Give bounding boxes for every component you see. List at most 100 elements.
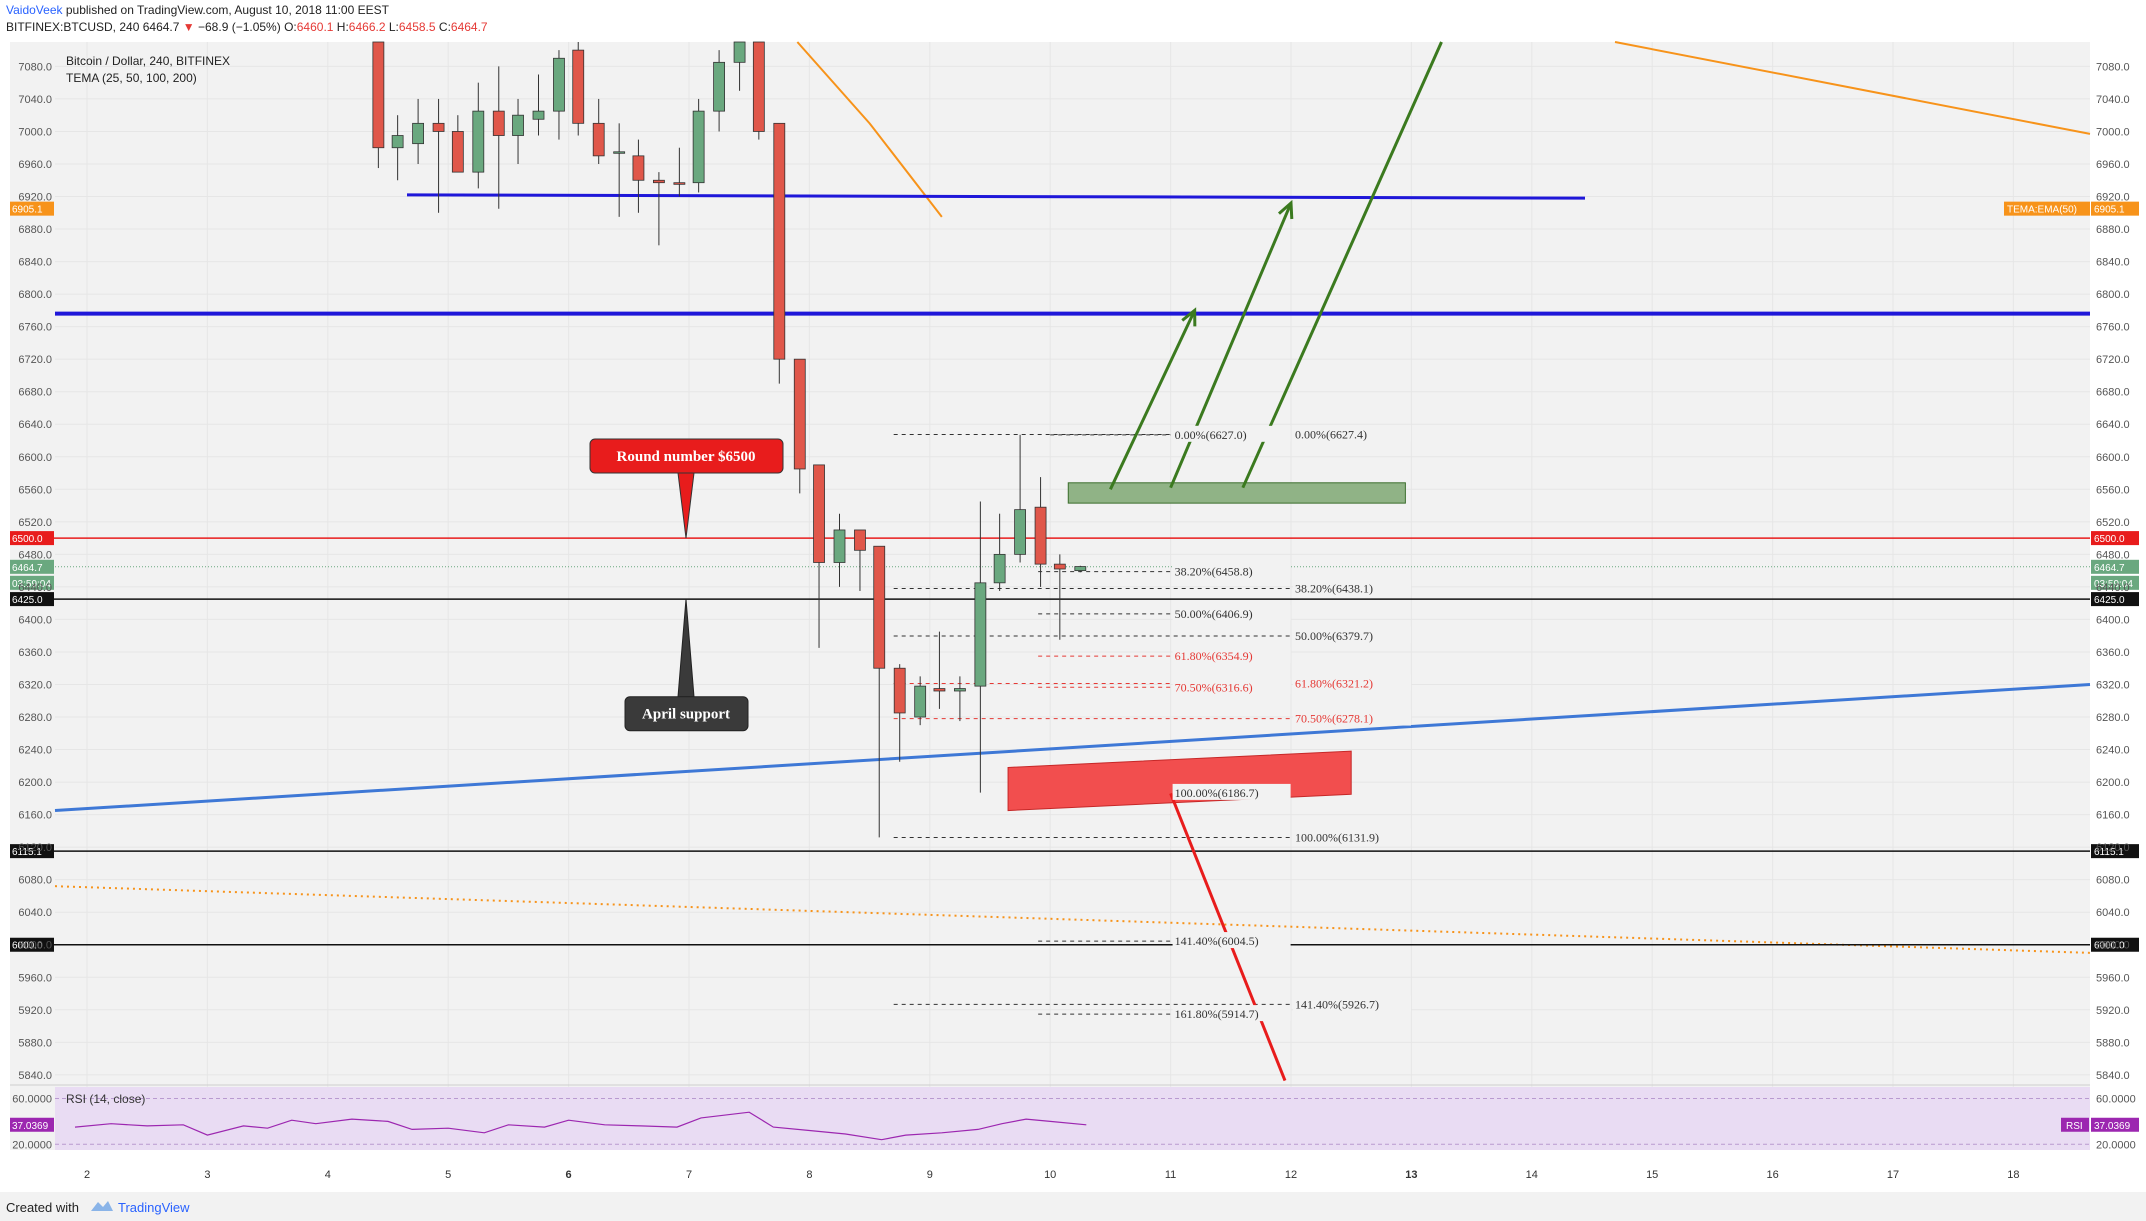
y-tick-left: 6920.0 xyxy=(18,192,52,204)
y-tick-right: 6760.0 xyxy=(2096,322,2130,334)
y-tick-left: 6080.0 xyxy=(18,875,52,887)
level-tag-right-text: 6500.0 xyxy=(2094,534,2125,545)
fib-label-bg xyxy=(1293,709,1411,726)
x-tick: 3 xyxy=(204,1169,210,1181)
y-tick-right: 6120.0 xyxy=(2096,842,2130,854)
candle-body xyxy=(993,553,1006,584)
y-tick-right: 6520.0 xyxy=(2096,517,2130,529)
author-link[interactable]: VaidoVeek xyxy=(6,3,63,17)
fib-label-bg xyxy=(1293,626,1411,643)
fib-label: 70.50%(6278.1) xyxy=(1295,712,1373,726)
candle-body xyxy=(974,582,987,687)
fib-label-bg xyxy=(1293,425,1411,442)
y-tick-right: 5840.0 xyxy=(2096,1070,2130,1082)
y-tick-right: 6920.0 xyxy=(2096,192,2130,204)
level-tag-left-text: 6464.7 xyxy=(12,563,43,574)
y-tick-right: 6040.0 xyxy=(2096,907,2130,919)
y-tick-right: 6080.0 xyxy=(2096,875,2130,887)
fib-label-bg xyxy=(1293,995,1411,1012)
y-tick-left: 6440.0 xyxy=(18,582,52,594)
y-tick-left: 5880.0 xyxy=(18,1037,52,1049)
level-tag-right xyxy=(2091,844,2139,859)
round-number-box xyxy=(589,438,784,474)
y-tick-right: 6400.0 xyxy=(2096,614,2130,626)
candle-body xyxy=(653,179,665,184)
candle-body xyxy=(1034,506,1047,565)
level-tag-right xyxy=(2091,531,2139,546)
green-arrow-1-shaft xyxy=(1109,309,1197,490)
rsi-value-tag-right xyxy=(2091,1117,2139,1132)
y-tick-left: 6600.0 xyxy=(18,452,52,464)
rsi-tick-right: 60.0000 xyxy=(2096,1093,2136,1105)
candle-body xyxy=(713,61,725,112)
close-label: C: xyxy=(438,20,451,34)
rsi-tick-left: 60.0000 xyxy=(12,1093,52,1105)
y-tick-left: 6120.0 xyxy=(18,842,52,854)
open-value: 6460.1 xyxy=(296,20,334,34)
candle-body xyxy=(793,358,806,470)
down-arrow-icon: ▼ xyxy=(182,20,195,34)
x-tick: 15 xyxy=(1646,1169,1658,1181)
fib-label-bg xyxy=(1172,647,1291,664)
x-tick: 18 xyxy=(2007,1169,2019,1181)
fib-label: 0.00%(6627.4) xyxy=(1295,427,1367,441)
candle-body xyxy=(933,688,946,692)
fib-label-bg xyxy=(1172,604,1291,621)
y-tick-left: 6280.0 xyxy=(18,712,52,724)
level-tag-left-text: 6905.1 xyxy=(12,205,43,216)
fib-label-bg xyxy=(1293,579,1411,596)
y-tick-right: 6280.0 xyxy=(2096,712,2130,724)
green-arrow-1-head xyxy=(1181,307,1197,327)
green-arrow-1 xyxy=(1109,307,1197,490)
rsi-line xyxy=(74,1111,1087,1141)
y-tick-left: 5960.0 xyxy=(18,972,52,984)
x-tick: 2 xyxy=(84,1169,90,1181)
x-tick: 11 xyxy=(1165,1169,1176,1181)
x-tick: 14 xyxy=(1526,1169,1538,1181)
level-tag-left xyxy=(10,592,54,607)
left-price-axis: 5840.0 5880.0 5920.0 5960.0 6000.0 6040.0 6080… xyxy=(18,61,52,1081)
april-support-box xyxy=(624,696,749,732)
level-tag-left xyxy=(10,575,54,590)
rsi-name-tag xyxy=(2061,1117,2089,1132)
y-tick-left: 6760.0 xyxy=(18,322,52,334)
y-tick-right: 6680.0 xyxy=(2096,387,2130,399)
x-tick: 12 xyxy=(1285,1169,1297,1181)
candle-body xyxy=(572,49,585,124)
y-tick-left: 6560.0 xyxy=(18,484,52,496)
y-tick-right: 6360.0 xyxy=(2096,647,2130,659)
y-tick-right: 6880.0 xyxy=(2096,224,2130,236)
level-tag-left-text: 6500.0 xyxy=(12,534,43,545)
y-tick-left: 6960.0 xyxy=(18,159,52,171)
y-tick-right: 7000.0 xyxy=(2096,126,2130,138)
level-tag-left xyxy=(10,937,54,952)
round-number-callout: Round number $6500 xyxy=(589,438,784,539)
candle-body xyxy=(854,529,866,551)
tradingview-link[interactable]: TradingView xyxy=(118,1200,190,1215)
april-support-text: April support xyxy=(642,707,730,723)
x-tick: 10 xyxy=(1044,1169,1056,1181)
x-tick: 16 xyxy=(1766,1169,1778,1181)
fib-label: 70.50%(6316.6) xyxy=(1175,680,1253,694)
y-tick-right: 6720.0 xyxy=(2096,354,2130,366)
tema-name-text: TEMA:EMA(50) xyxy=(2007,205,2077,216)
fib-label: 61.80%(6354.9) xyxy=(1175,649,1253,663)
y-tick-left: 5920.0 xyxy=(18,1005,52,1017)
level-tag-right-text: 6425.0 xyxy=(2094,595,2125,606)
fib-label: 0.00%(6627.0) xyxy=(1175,428,1247,442)
level-tag-right-text: 6115.1 xyxy=(2094,847,2124,858)
x-tick: 6 xyxy=(566,1169,572,1181)
y-tick-left: 6320.0 xyxy=(18,679,52,691)
y-tick-right: 6560.0 xyxy=(2096,484,2130,496)
fib-label-bg xyxy=(1293,828,1411,845)
candle-body xyxy=(733,41,746,63)
level-tag-right xyxy=(2091,575,2139,590)
y-tick-right: 6320.0 xyxy=(2096,679,2130,691)
y-tick-left: 7040.0 xyxy=(18,94,52,106)
y-tick-right: 6600.0 xyxy=(2096,452,2130,464)
rising-trendline xyxy=(54,682,2091,813)
publish-info: published on TradingView.com, August 10,… xyxy=(65,3,389,17)
y-tick-right: 6240.0 xyxy=(2096,745,2130,757)
y-tick-left: 6360.0 xyxy=(18,647,52,659)
